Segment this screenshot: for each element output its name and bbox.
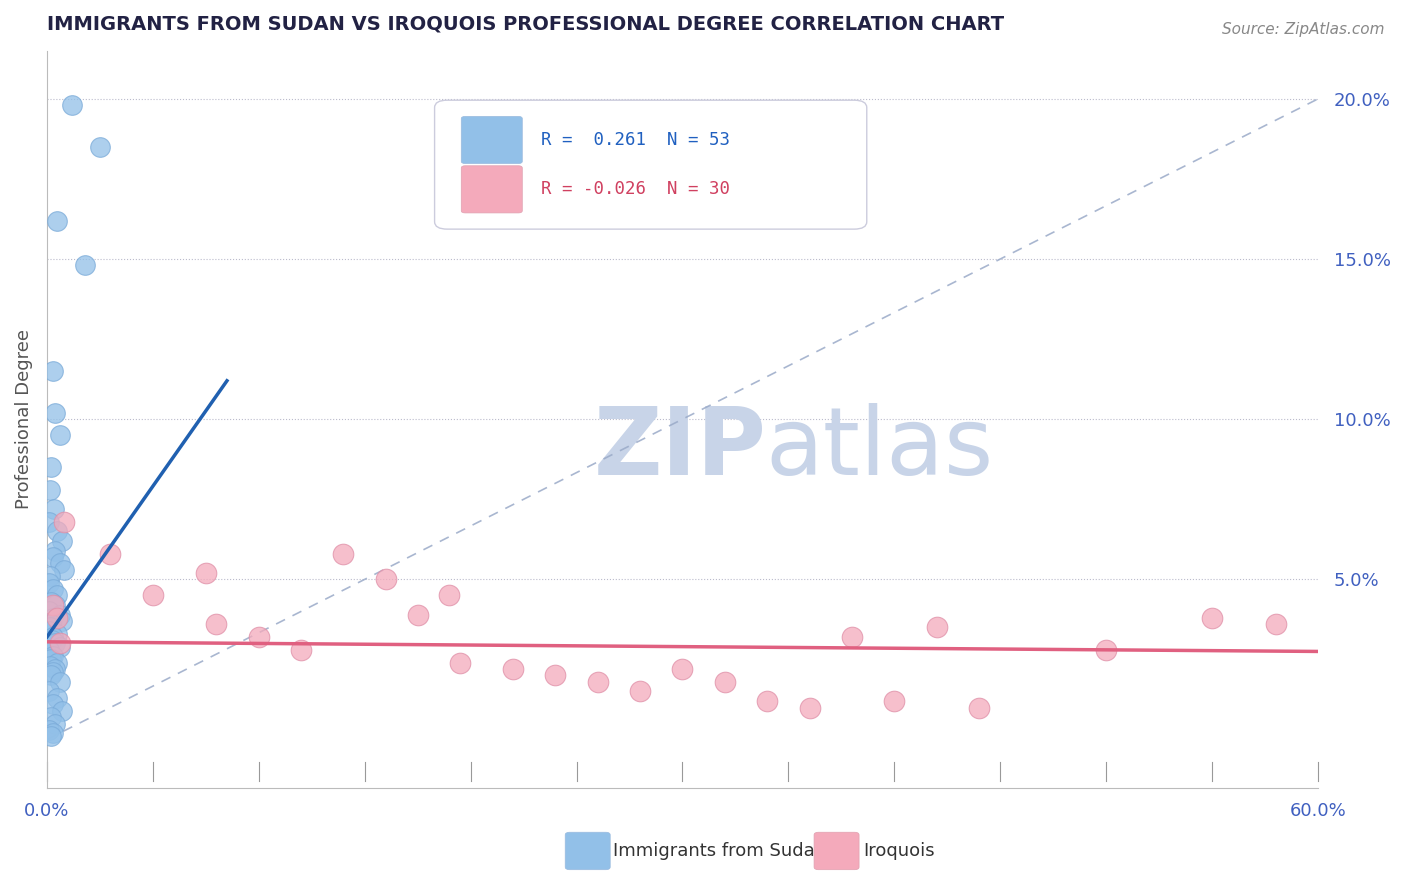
Point bbox=[1095, 643, 1118, 657]
Point bbox=[38, 515, 60, 529]
Point bbox=[39, 668, 62, 682]
Point bbox=[799, 700, 821, 714]
Point bbox=[925, 620, 948, 634]
FancyBboxPatch shape bbox=[461, 116, 522, 163]
Point bbox=[39, 652, 62, 666]
Point bbox=[42, 582, 65, 596]
Point bbox=[1264, 617, 1286, 632]
Point bbox=[39, 483, 62, 497]
Y-axis label: Professional Degree: Professional Degree bbox=[15, 329, 32, 509]
Point bbox=[44, 406, 66, 420]
Point bbox=[42, 726, 65, 740]
Point bbox=[46, 588, 69, 602]
Point bbox=[449, 656, 471, 670]
Point bbox=[38, 684, 60, 698]
Point bbox=[39, 595, 62, 609]
Point bbox=[44, 502, 66, 516]
Point bbox=[42, 630, 65, 644]
Point bbox=[841, 630, 863, 644]
Point bbox=[51, 533, 73, 548]
Point bbox=[194, 566, 217, 580]
Point bbox=[1201, 611, 1223, 625]
Point bbox=[502, 662, 524, 676]
Text: Immigrants from Sudan: Immigrants from Sudan bbox=[613, 842, 827, 860]
Point bbox=[44, 716, 66, 731]
Point bbox=[48, 428, 70, 442]
Point bbox=[756, 694, 779, 708]
Point bbox=[51, 704, 73, 718]
Point bbox=[439, 588, 461, 602]
Point bbox=[290, 643, 312, 657]
Point bbox=[374, 573, 396, 587]
Point bbox=[38, 723, 60, 737]
Point bbox=[39, 460, 62, 475]
Point bbox=[42, 698, 65, 712]
Point bbox=[46, 524, 69, 539]
Point bbox=[38, 575, 60, 590]
Point bbox=[46, 690, 69, 705]
Point bbox=[332, 547, 354, 561]
Text: R =  0.261  N = 53: R = 0.261 N = 53 bbox=[541, 131, 730, 149]
Point bbox=[247, 630, 270, 644]
Point bbox=[44, 543, 66, 558]
Point bbox=[42, 649, 65, 664]
Point bbox=[38, 604, 60, 618]
Point bbox=[44, 598, 66, 612]
Point bbox=[38, 643, 60, 657]
Point bbox=[48, 674, 70, 689]
Point bbox=[42, 611, 65, 625]
Point bbox=[39, 620, 62, 634]
Point bbox=[39, 729, 62, 743]
Point bbox=[60, 98, 83, 112]
Point bbox=[38, 624, 60, 638]
Point bbox=[89, 140, 111, 154]
Point bbox=[52, 563, 75, 577]
Point bbox=[628, 684, 651, 698]
Point bbox=[42, 665, 65, 680]
Point bbox=[46, 611, 69, 625]
Point bbox=[100, 547, 122, 561]
Point bbox=[39, 658, 62, 673]
Text: IMMIGRANTS FROM SUDAN VS IROQUOIS PROFESSIONAL DEGREE CORRELATION CHART: IMMIGRANTS FROM SUDAN VS IROQUOIS PROFES… bbox=[46, 15, 1004, 34]
Point bbox=[51, 614, 73, 628]
Point bbox=[205, 617, 228, 632]
Point bbox=[39, 710, 62, 724]
Point bbox=[42, 549, 65, 564]
Point bbox=[967, 700, 990, 714]
Point bbox=[544, 668, 567, 682]
Point bbox=[42, 364, 65, 378]
Point bbox=[142, 588, 165, 602]
Point bbox=[52, 515, 75, 529]
Point bbox=[44, 662, 66, 676]
Point bbox=[39, 617, 62, 632]
Point bbox=[586, 674, 609, 689]
Point bbox=[48, 607, 70, 622]
Text: R = -0.026  N = 30: R = -0.026 N = 30 bbox=[541, 180, 730, 198]
Point bbox=[48, 636, 70, 650]
Text: ZIP: ZIP bbox=[593, 402, 766, 495]
Point bbox=[883, 694, 905, 708]
Point bbox=[46, 627, 69, 641]
Point bbox=[39, 569, 62, 583]
Point bbox=[46, 213, 69, 227]
Text: Source: ZipAtlas.com: Source: ZipAtlas.com bbox=[1222, 22, 1385, 37]
Point bbox=[671, 662, 693, 676]
Text: 0.0%: 0.0% bbox=[24, 802, 69, 820]
Point bbox=[714, 674, 737, 689]
FancyBboxPatch shape bbox=[434, 100, 866, 229]
Text: atlas: atlas bbox=[765, 402, 993, 495]
Point bbox=[46, 656, 69, 670]
Point bbox=[48, 640, 70, 654]
Point bbox=[406, 607, 429, 622]
Text: 60.0%: 60.0% bbox=[1289, 802, 1347, 820]
FancyBboxPatch shape bbox=[461, 166, 522, 213]
Point bbox=[48, 557, 70, 571]
Point bbox=[41, 633, 63, 648]
Text: Iroquois: Iroquois bbox=[863, 842, 935, 860]
Point bbox=[42, 598, 65, 612]
Point bbox=[44, 636, 66, 650]
Point bbox=[73, 259, 96, 273]
